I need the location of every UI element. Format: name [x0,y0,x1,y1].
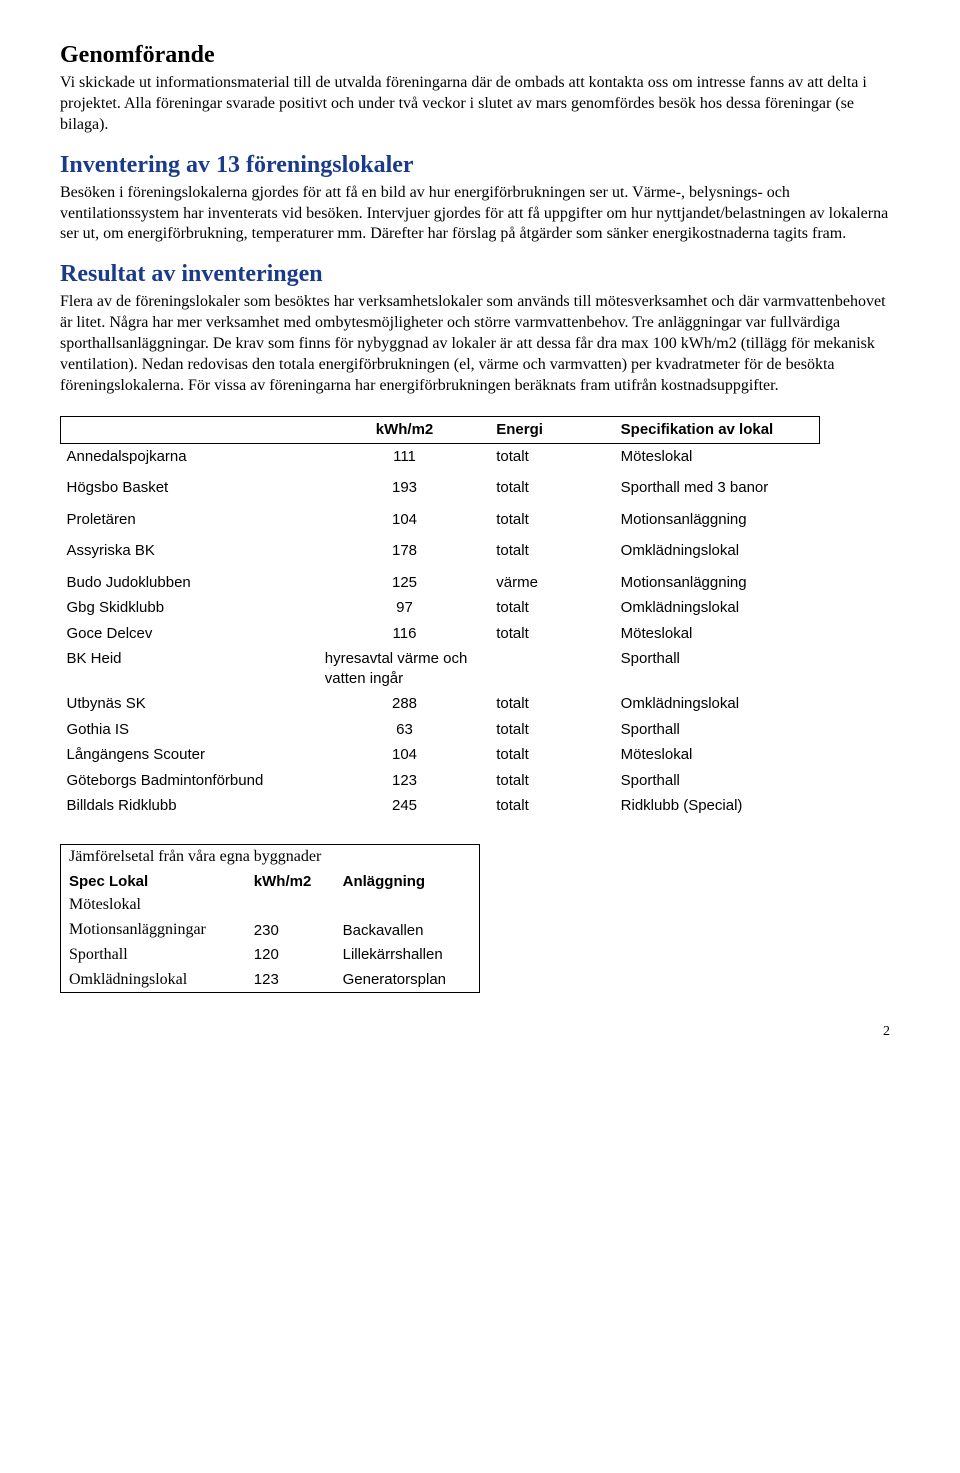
cell: totalt [490,443,614,469]
cell: Omklädningslokal [61,968,246,993]
cell: totalt [490,538,614,564]
cell: Högsbo Basket [61,475,319,501]
cell: totalt [490,621,614,647]
cell: totalt [490,475,614,501]
cell: Motionsanläggningar [61,918,246,943]
table-row: Omklädningslokal 123 Generatorsplan [61,968,480,993]
para-resultat: Flera av de föreningslokaler som besökte… [60,292,900,396]
cell: Sporthall [61,943,246,968]
cell: Motionsanläggning [615,570,820,596]
cell: Sporthall [615,717,820,743]
cell: Assyriska BK [61,538,319,564]
cell: totalt [490,691,614,717]
para-inventering: Besöken i föreningslokalerna gjordes för… [60,183,900,245]
cell: 123 [246,968,335,993]
cell: 123 [319,768,491,794]
cell: Möteslokal [61,893,246,918]
cell: 97 [319,595,491,621]
table-row: Billdals Ridklubb 245 totalt Ridklubb (S… [61,793,820,819]
table-row: Gbg Skidklubb 97 totalt Omklädningslokal [61,595,820,621]
para-genomforande: Vi skickade ut informationsmaterial till… [60,73,900,135]
cell: 116 [319,621,491,647]
cell: Lillekärrshallen [335,943,480,968]
cell: Budo Judoklubben [61,570,319,596]
heading-genomforande: Genomförande [60,40,900,71]
cell: 104 [319,507,491,533]
table-row: BK Heid hyresavtal värme och vatten ingå… [61,646,820,691]
cell: Omklädningslokal [615,595,820,621]
heading-resultat: Resultat av inventeringen [60,259,900,290]
cell: totalt [490,717,614,743]
table-row: Sporthall 120 Lillekärrshallen [61,943,480,968]
t1-h2: kWh/m2 [319,417,491,444]
table-row: Gothia IS 63 totalt Sporthall [61,717,820,743]
table-row: Långängens Scouter 104 totalt Möteslokal [61,742,820,768]
cell: Sporthall [615,646,820,691]
cell: 230 [246,918,335,943]
cell: Generatorsplan [335,968,480,993]
cell: Backavallen [335,918,480,943]
comparison-table: Jämförelsetal från våra egna byggnader S… [60,844,480,993]
table-row: Möteslokal [61,893,480,918]
cell: Billdals Ridklubb [61,793,319,819]
page-number: 2 [60,1023,900,1041]
cell: totalt [490,742,614,768]
cell: Möteslokal [615,742,820,768]
t1-h1 [61,417,319,444]
cell: 111 [319,443,491,469]
table-row: Högsbo Basket 193 totalt Sporthall med 3… [61,475,820,501]
cell: Göteborgs Badmintonförbund [61,768,319,794]
table-row: Annedalspojkarna 111 totalt Möteslokal [61,443,820,469]
cell: 63 [319,717,491,743]
cell: Gbg Skidklubb [61,595,319,621]
table-row: Goce Delcev 116 totalt Möteslokal [61,621,820,647]
cell: Omklädningslokal [615,538,820,564]
cell: Sporthall med 3 banor [615,475,820,501]
table-row: Proletären 104 totalt Motionsanläggning [61,507,820,533]
t2-h2: kWh/m2 [246,870,335,894]
cell: Möteslokal [615,621,820,647]
cell: Långängens Scouter [61,742,319,768]
cell: 245 [319,793,491,819]
cell: 120 [246,943,335,968]
cell: Sporthall [615,768,820,794]
cell: BK Heid [61,646,319,691]
cell: Annedalspojkarna [61,443,319,469]
cell: Möteslokal [615,443,820,469]
cell [246,893,335,918]
cell: 193 [319,475,491,501]
cell: Motionsanläggning [615,507,820,533]
cell: Gothia IS [61,717,319,743]
t2-h1: Spec Lokal [61,870,246,894]
cell: värme [490,570,614,596]
table-row: Assyriska BK 178 totalt Omklädningslokal [61,538,820,564]
cell: 104 [319,742,491,768]
cell [335,893,480,918]
cell: 288 [319,691,491,717]
t1-h3: Energi [490,417,614,444]
t2-title: Jämförelsetal från våra egna byggnader [61,844,480,869]
t1-h4: Specifikation av lokal [615,417,820,444]
energy-table: kWh/m2 Energi Specifikation av lokal Ann… [60,416,820,819]
cell: Goce Delcev [61,621,319,647]
table-row: Utbynäs SK 288 totalt Omklädningslokal [61,691,820,717]
cell: hyresavtal värme och vatten ingår [319,646,491,691]
cell [490,646,614,691]
table-row: Göteborgs Badmintonförbund 123 totalt Sp… [61,768,820,794]
cell: totalt [490,793,614,819]
cell: totalt [490,768,614,794]
table-row: Motionsanläggningar 230 Backavallen [61,918,480,943]
cell: Proletären [61,507,319,533]
cell: 125 [319,570,491,596]
cell: 178 [319,538,491,564]
cell: Utbynäs SK [61,691,319,717]
cell: Omklädningslokal [615,691,820,717]
t2-h3: Anläggning [335,870,480,894]
cell: Ridklubb (Special) [615,793,820,819]
table-row: Budo Judoklubben 125 värme Motionsanlägg… [61,570,820,596]
cell: totalt [490,595,614,621]
cell: totalt [490,507,614,533]
heading-inventering: Inventering av 13 föreningslokaler [60,150,900,181]
